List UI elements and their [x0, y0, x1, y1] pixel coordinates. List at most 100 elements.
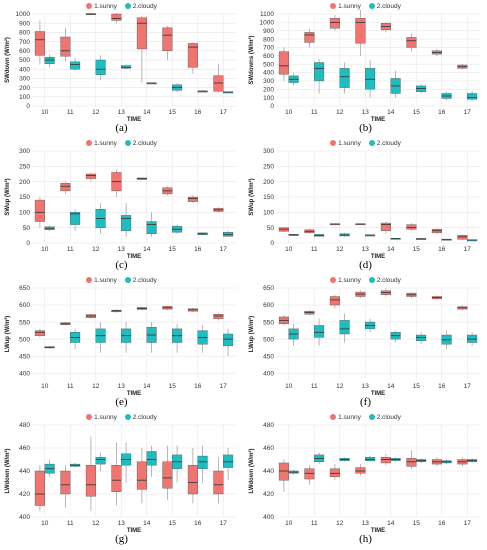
panel-caption: (b) — [359, 122, 372, 134]
panel-caption: (g) — [115, 533, 128, 545]
y-tick-label: 200 — [19, 179, 30, 186]
legend-label-cloudy: 2.cloudy — [132, 140, 157, 147]
x-tick-label: 15 — [169, 520, 177, 527]
x-tick-label: 15 — [413, 383, 421, 390]
legend-swatch-cloudy — [124, 2, 131, 9]
box-sunny — [213, 470, 224, 495]
x-axis-title: TIME — [127, 528, 141, 534]
x-tick-label: 16 — [438, 246, 446, 253]
legend: 1.sunny 2.cloudy — [0, 276, 243, 286]
box-sunny — [380, 457, 391, 464]
x-tick-label: 14 — [387, 246, 395, 253]
x-tick-label: 13 — [118, 383, 126, 390]
legend-swatch-sunny — [330, 139, 337, 146]
legend-label-cloudy: 2.cloudy — [132, 3, 157, 10]
box-sunny — [329, 17, 340, 29]
x-axis-title: TIME — [127, 254, 141, 260]
box-plot: 400 420 440 460 480 10 11 12 13 14 15 16 17 TIME LWdow… — [4, 422, 236, 534]
x-tick-label: 17 — [220, 520, 228, 527]
y-axis-title: LWup (W/m²) — [248, 316, 255, 353]
y-tick-label: 600 — [19, 48, 30, 55]
box-cloudy — [121, 65, 132, 69]
y-tick-label: 900 — [263, 28, 274, 35]
y-axis-title: SWdowns (W/m²) — [248, 36, 255, 85]
chart-panel-e: 1.sunny 2.cloudy 400 450 500 550 600 650 10 11 1… — [0, 274, 243, 411]
x-tick-label: 10 — [41, 109, 49, 116]
box-cloudy — [467, 93, 478, 100]
x-tick-label: 14 — [387, 520, 395, 527]
legend-label-sunny: 1.sunny — [94, 414, 117, 421]
panel-caption: (d) — [359, 259, 372, 271]
x-tick-label: 16 — [438, 109, 446, 116]
chart-panel-d: 1.sunny 2.cloudy 0 50 100 150 200 250 300 10 11 1… — [244, 137, 487, 274]
y-tick-label: 200 — [263, 179, 274, 186]
legend-swatch-cloudy — [368, 413, 375, 420]
legend: 1.sunny 2.cloudy — [244, 413, 487, 423]
x-tick-label: 13 — [118, 520, 126, 527]
y-tick-label: 480 — [263, 422, 274, 429]
x-tick-label: 12 — [92, 520, 100, 527]
box-cloudy — [314, 62, 325, 82]
x-tick-label: 17 — [220, 109, 228, 116]
box-sunny — [136, 17, 147, 50]
panel-caption: (e) — [115, 396, 128, 408]
legend-swatch-sunny — [86, 139, 93, 146]
y-tick-label: 0 — [270, 103, 274, 110]
legend-swatch-cloudy — [124, 139, 131, 146]
chart-panel-c: 1.sunny 2.cloudy 0 50 100 150 200 250 300 10 11 1… — [0, 137, 243, 274]
y-tick-label: 420 — [19, 491, 30, 498]
legend-swatch-sunny — [86, 413, 93, 420]
box-cloudy — [121, 215, 132, 231]
x-tick-label: 10 — [41, 520, 49, 527]
x-tick-label: 16 — [438, 520, 446, 527]
box-cloudy — [146, 451, 157, 466]
panel-caption: (a) — [115, 122, 128, 134]
y-tick-label: 100 — [19, 210, 30, 217]
legend-item-sunny: 1.sunny — [330, 2, 361, 12]
x-tick-label: 11 — [311, 246, 318, 253]
box-cloudy — [365, 68, 376, 90]
legend-item-cloudy: 2.cloudy — [124, 139, 157, 149]
y-tick-label: 440 — [263, 468, 274, 475]
y-tick-label: 150 — [263, 194, 274, 201]
box-sunny — [187, 43, 198, 68]
plot-area — [276, 14, 480, 106]
y-tick-label: 400 — [263, 70, 274, 77]
chart-panel-a: 1.sunny 2.cloudy 0 100 200 300 400 500 600 700 8… — [0, 0, 243, 137]
legend-swatch-sunny — [86, 276, 93, 283]
y-tick-label: 100 — [19, 94, 30, 101]
box-sunny — [187, 196, 198, 202]
x-tick-label: 10 — [285, 383, 293, 390]
box-sunny — [406, 37, 417, 48]
y-tick-label: 800 — [263, 36, 274, 43]
y-tick-label: 1000 — [16, 11, 31, 18]
y-tick-label: 300 — [19, 148, 30, 155]
x-tick-label: 14 — [387, 109, 395, 116]
y-axis-title: SWdown (W/m²) — [4, 37, 11, 83]
box-cloudy — [70, 212, 81, 225]
y-tick-label: 0 — [26, 103, 30, 110]
y-tick-label: 700 — [263, 45, 274, 52]
legend-swatch-sunny — [330, 2, 337, 9]
legend-label-cloudy: 2.cloudy — [376, 414, 401, 421]
x-tick-label: 11 — [67, 109, 74, 116]
y-tick-label: 0 — [270, 240, 274, 247]
y-axis-title: LWdown (W/m²) — [248, 449, 255, 494]
x-tick-label: 11 — [311, 109, 318, 116]
x-tick-label: 11 — [311, 383, 318, 390]
box-sunny — [355, 17, 366, 44]
legend-swatch-sunny — [86, 2, 93, 9]
legend: 1.sunny 2.cloudy — [244, 139, 487, 149]
box-cloudy — [223, 333, 234, 347]
box-sunny — [162, 27, 173, 51]
x-tick-label: 17 — [464, 520, 472, 527]
x-tick-label: 16 — [194, 109, 202, 116]
y-axis-title: SWup (W/m²) — [4, 178, 11, 215]
y-tick-label: 600 — [263, 302, 274, 309]
legend-item-cloudy: 2.cloudy — [368, 276, 401, 286]
box-cloudy — [339, 68, 350, 88]
box-plot: 400 420 440 460 480 10 11 12 13 14 15 16 17 TIME LWdow… — [248, 422, 480, 534]
plot-area — [276, 288, 480, 380]
y-axis-title: LWdown (W/m²) — [4, 449, 11, 494]
